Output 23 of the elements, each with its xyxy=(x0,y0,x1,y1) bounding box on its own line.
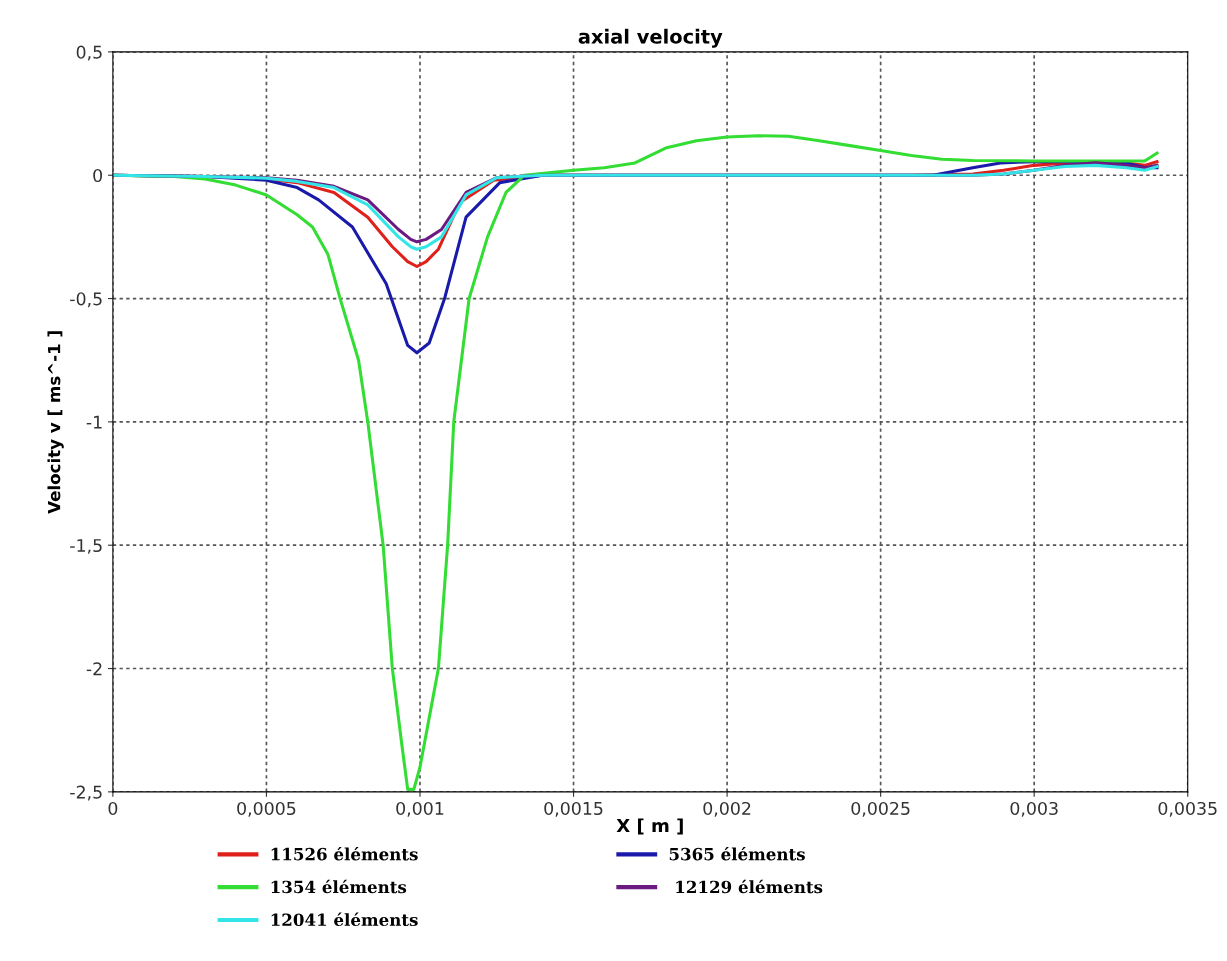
legend-label: 1354 éléments xyxy=(271,879,407,894)
y-tick-label: -1 xyxy=(86,415,102,429)
x-tick-label: 0,003 xyxy=(1010,801,1058,817)
x-tick-label: 0,0015 xyxy=(544,801,603,817)
y-tick-label: -0,5 xyxy=(70,292,102,308)
x-tick-label: 0,0035 xyxy=(1158,801,1217,817)
y-tick-label: 0 xyxy=(93,168,103,183)
y-tick-label: -1,5 xyxy=(70,539,102,554)
legend-label: 12129 éléments xyxy=(676,879,823,894)
x-tick-label: 0,002 xyxy=(703,801,751,817)
chart-title: axial velocity xyxy=(578,28,723,48)
x-axis-title: X [ m ] xyxy=(616,818,683,835)
x-tick-label: 0 xyxy=(108,801,118,816)
y-tick-label: 0,5 xyxy=(76,45,102,61)
legend-label: 5365 éléments xyxy=(669,846,805,861)
x-tick-label: 0,0005 xyxy=(237,801,296,817)
legend-label: 11526 éléments xyxy=(271,846,418,861)
y-tick-label: -2,5 xyxy=(70,785,102,801)
legend-label: 12041 éléments xyxy=(271,912,418,927)
x-tick-label: 0,001 xyxy=(396,801,444,817)
y-axis-title: Velocity v [ ms^-1 ] xyxy=(47,331,64,514)
x-tick-label: 0,0025 xyxy=(851,801,910,817)
y-tick-label: -2 xyxy=(86,662,102,676)
